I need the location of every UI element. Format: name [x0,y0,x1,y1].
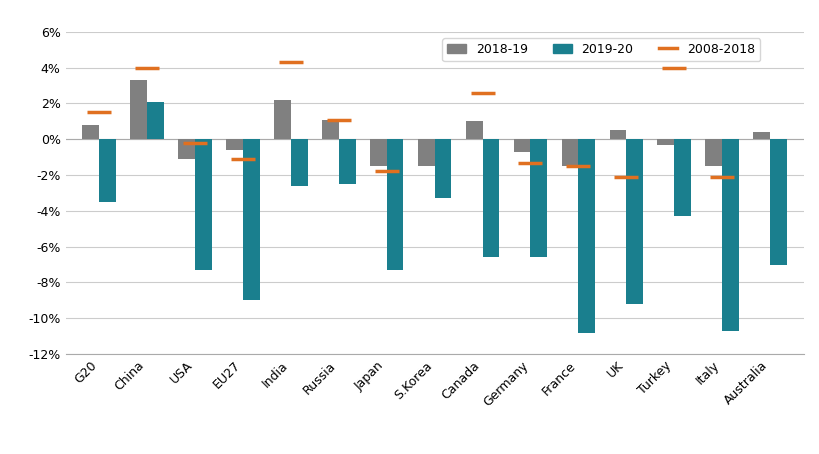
Bar [242,139,260,301]
Bar [561,139,577,166]
Text: 12%: 12% [174,427,202,440]
Legend: 2018-19, 2019-20, 2008-2018: 2018-19, 2019-20, 2008-2018 [441,38,759,61]
Text: % G20: % G20 [11,427,54,440]
Text: 31%: 31% [76,427,104,440]
Text: 1%: 1% [719,427,739,440]
Bar [369,139,387,166]
Text: 4%: 4% [326,427,346,440]
Text: 1%: 1% [670,427,690,440]
Bar [130,80,147,139]
Bar [387,139,403,270]
Bar [291,139,307,186]
Text: 3%: 3% [424,427,444,440]
Bar [274,100,291,139]
Bar [704,139,722,166]
Bar [657,139,673,144]
Bar [82,125,99,139]
Bar [338,139,355,184]
Bar [609,130,626,139]
Text: 2%: 2% [523,427,542,440]
Bar [195,139,211,270]
Text: 1%: 1% [621,427,640,440]
Bar [482,139,499,257]
Bar [753,132,769,139]
Bar [673,139,690,216]
Bar [626,139,642,304]
Text: 7%: 7% [277,427,296,440]
Bar [513,139,530,152]
Bar [418,139,434,166]
Bar [577,139,595,333]
Bar [99,139,115,202]
Bar [769,139,786,265]
Bar [226,139,242,150]
Bar [322,119,338,139]
Bar [434,139,450,198]
Text: 19%: 19% [125,427,153,440]
Bar [178,139,195,159]
Bar [530,139,546,257]
Text: 1%: 1% [572,427,591,440]
Bar [147,102,164,139]
Text: 3%: 3% [375,427,395,440]
Text: 8%: 8% [228,427,247,440]
Bar [465,121,482,139]
Text: 3%: 3% [473,427,493,440]
Bar [722,139,738,331]
